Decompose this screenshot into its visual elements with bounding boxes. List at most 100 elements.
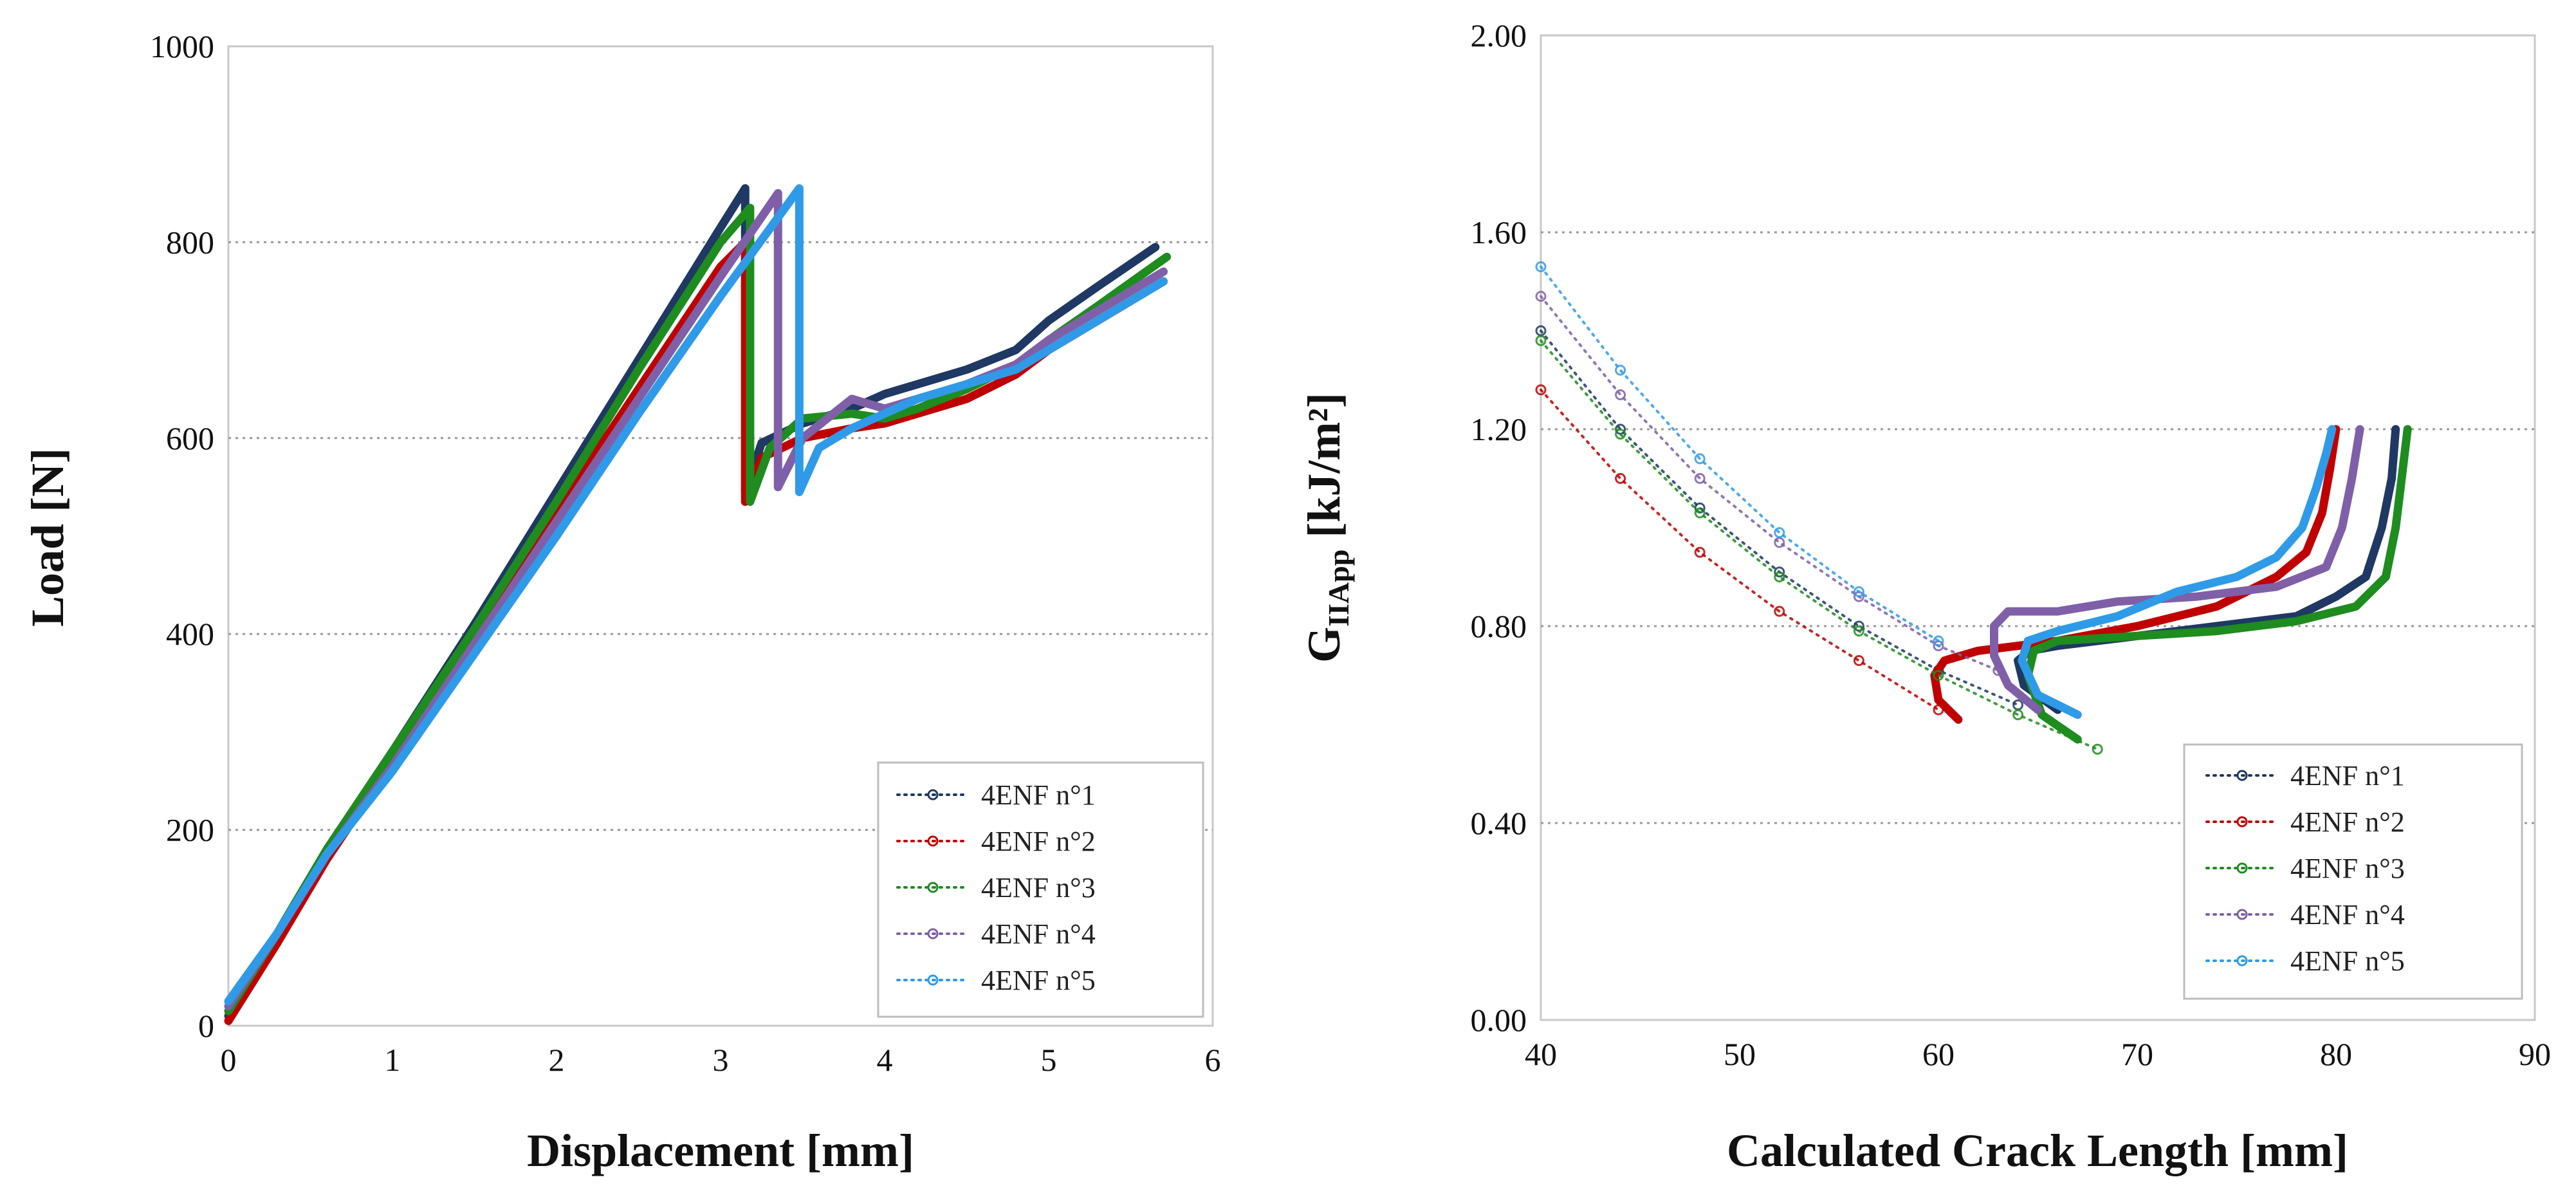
series-dotted-point <box>1933 635 1944 647</box>
series-dotted-point <box>1853 625 1864 637</box>
plot-area-left <box>227 45 1214 1027</box>
series-dotted-point <box>1535 261 1547 273</box>
x-axis-title-left: Displacement [mm] <box>527 1125 914 1176</box>
series-line <box>1990 425 2364 714</box>
series-dotted-point <box>1535 290 1547 302</box>
series-dotted-point <box>2012 709 2024 721</box>
y-axis-title-right: GIIApp [kJ/m²] <box>1298 393 1355 663</box>
g-iiapp-crack-length-chart: 40 50 60 70 80 90 0.00 0.40 0.80 1.20 1.60 2.00 Ca… <box>1298 17 2551 1176</box>
y-tick-label: 800 <box>166 224 214 260</box>
series-dotted-point <box>1615 473 1626 484</box>
series-line <box>224 184 1168 1006</box>
series-line <box>2018 425 2337 719</box>
series-dotted-line <box>1540 265 1940 642</box>
legend-swatch-marker <box>927 974 939 986</box>
x-tick-label: 1 <box>385 1042 401 1078</box>
legend-left: 4ENF n°1 4ENF n°2 4ENF n°3 4ENF n°4 4ENF n°5 <box>877 761 1204 1018</box>
x-tick-label: 3 <box>713 1042 729 1078</box>
x-tick-label: 40 <box>1525 1036 1557 1072</box>
legend-label: 4ENF n°5 <box>981 965 1096 996</box>
series-dotted-point <box>2092 743 2103 755</box>
x-tick-label: 60 <box>1922 1036 1955 1072</box>
y-tick-label: 0.00 <box>1471 1002 1527 1038</box>
y-axis-title-subscript: IIApp <box>1322 550 1355 627</box>
legend-label: 4ENF n°3 <box>981 872 1096 903</box>
load-displacement-chart: 0 1 2 3 4 5 6 0 200 400 600 800 1000 Displacement [… <box>22 28 1221 1176</box>
series-group-right <box>1535 261 2412 755</box>
y-axis-title-left: Load [N] <box>22 448 73 627</box>
series-dotted-point <box>1853 586 1864 597</box>
x-tick-label: 5 <box>1041 1042 1057 1078</box>
legend-label: 4ENF n°3 <box>2290 853 2405 884</box>
series-dotted-point <box>1535 335 1547 346</box>
y-tick-label: 1.60 <box>1471 214 1527 250</box>
series-dotted-line <box>1540 388 1940 711</box>
series-line <box>2014 425 2400 714</box>
legend-label: 4ENF n°1 <box>981 779 1096 811</box>
series-group-left <box>224 184 1172 1025</box>
series-dotted-point <box>1774 527 1785 539</box>
x-tick-labels-right: 40 50 60 70 80 90 <box>1525 1036 2551 1072</box>
x-tick-label: 50 <box>1724 1036 1756 1072</box>
legend-box-left <box>877 761 1204 1018</box>
series-dotted-point <box>1774 537 1785 548</box>
legend-label: 4ENF n°4 <box>981 918 1096 950</box>
series-dotted-point <box>1853 655 1864 667</box>
gridlines-left <box>228 241 1213 831</box>
legend-label: 4ENF n°5 <box>2290 945 2405 977</box>
x-axis-title-right: Calculated Crack Length [mm] <box>1727 1125 2348 1176</box>
y-axis-title-main: G <box>1298 627 1350 663</box>
legend-swatch-marker <box>927 882 939 893</box>
series-dotted-point <box>1615 364 1626 376</box>
legend-swatch-marker <box>927 835 939 847</box>
x-tick-label: 2 <box>549 1042 565 1078</box>
x-tick-label: 90 <box>2519 1036 2551 1072</box>
legend-label: 4ENF n°2 <box>981 826 1096 857</box>
y-tick-label: 400 <box>166 616 214 652</box>
legend-label: 4ENF n°4 <box>2290 899 2405 931</box>
y-tick-label: 2.00 <box>1471 17 1527 53</box>
series-dotted-point <box>1774 606 1785 617</box>
x-tick-label: 0 <box>221 1042 237 1078</box>
series-dotted-point <box>1774 571 1785 582</box>
y-tick-label: 0 <box>198 1008 214 1044</box>
y-tick-label: 0.40 <box>1471 805 1527 841</box>
series-dotted-point <box>1694 507 1706 519</box>
y-tick-label: 1000 <box>150 28 214 64</box>
legend-swatch-marker <box>2236 770 2248 781</box>
series-dotted-point <box>1535 384 1547 396</box>
series-dotted-point <box>1694 453 1706 465</box>
series-dotted-point <box>1615 429 1626 440</box>
legend-label: 4ENF n°2 <box>2290 806 2405 838</box>
series-line <box>1930 425 2341 724</box>
y-tick-label: 1.20 <box>1471 411 1527 447</box>
legend-swatch-marker <box>2236 816 2248 828</box>
legend-right: 4ENF n°1 4ENF n°2 4ENF n°3 4ENF n°4 4ENF n°5 <box>2183 743 2523 1000</box>
y-tick-label: 200 <box>166 812 214 848</box>
y-tick-labels-left: 0 200 400 600 800 1000 <box>150 28 214 1044</box>
series-dotted-point <box>1774 566 1785 578</box>
series-dotted-point <box>1694 473 1706 484</box>
y-tick-label: 600 <box>166 420 214 456</box>
x-tick-label: 70 <box>2121 1036 2153 1072</box>
legend-swatch-marker <box>2236 862 2248 874</box>
y-tick-labels-right: 0.00 0.40 0.80 1.20 1.60 2.00 <box>1471 17 1527 1038</box>
legend-swatch-marker <box>2236 955 2248 967</box>
series-dotted-point <box>1694 546 1706 558</box>
x-tick-label: 6 <box>1205 1042 1221 1078</box>
legend-swatch-marker <box>927 928 939 940</box>
series-dotted-point <box>1615 389 1626 400</box>
y-axis-title-unit: [kJ/m²] <box>1298 393 1350 550</box>
series-dotted-line <box>1540 295 2000 672</box>
plot-area-right <box>1540 34 2536 1021</box>
legend-swatch-marker <box>2236 909 2248 920</box>
series-dotted-line <box>1540 339 2099 751</box>
series-dotted-point <box>1933 670 1944 681</box>
legend-label: 4ENF n°1 <box>2290 760 2405 792</box>
x-tick-labels-left: 0 1 2 3 4 5 6 <box>221 1042 1221 1078</box>
x-tick-label: 4 <box>877 1042 893 1078</box>
x-tick-label: 80 <box>2320 1036 2352 1072</box>
y-tick-label: 0.80 <box>1471 608 1527 644</box>
legend-swatch-marker <box>927 789 939 801</box>
